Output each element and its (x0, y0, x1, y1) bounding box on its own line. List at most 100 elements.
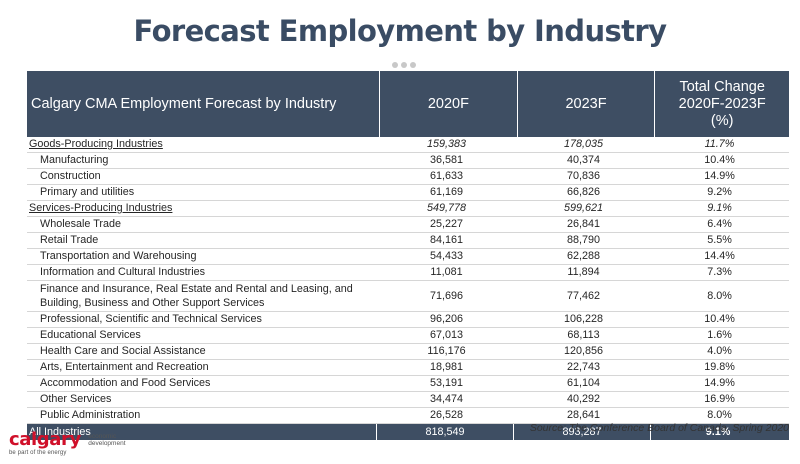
row-2020f: 84,161 (429, 234, 464, 246)
row-industry: Information and Cultural Industries (40, 266, 206, 278)
row-industry: Manufacturing (40, 154, 109, 166)
row-change: 9.2% (707, 186, 732, 198)
row-2020f: 61,169 (429, 186, 464, 198)
table-row: Arts, Entertainment and Recreation 18,98… (27, 360, 789, 376)
header-total-change: Total Change 2020F-2023F (%) (654, 71, 789, 137)
row-2020f: 116,176 (427, 345, 466, 357)
row-2023f: 599,621 (563, 202, 604, 214)
row-2020f: 18,981 (429, 361, 464, 373)
row-2020f: 26,528 (429, 409, 464, 421)
row-2023f: 40,292 (566, 393, 601, 405)
row-2023f: 22,743 (566, 361, 601, 373)
calgary-economic-development-logo: calgary economic development be part of … (9, 429, 126, 457)
row-2020f: 67,013 (429, 329, 464, 341)
row-change: 14.4% (704, 250, 735, 262)
row-change: 14.9% (704, 170, 735, 182)
table-row: Educational Services 67,013 68,113 1.6% (27, 328, 789, 344)
logo-wordmark: calgary (9, 429, 81, 450)
row-change: 5.5% (707, 234, 732, 246)
row-2020f: 549,778 (426, 202, 467, 214)
header-2023f: 2023F (516, 71, 655, 137)
row-industry: Primary and utilities (40, 186, 135, 198)
row-industry: Accommodation and Food Services (40, 377, 211, 389)
row-2023f: 178,035 (563, 138, 604, 150)
row-2023f: 106,228 (563, 313, 604, 325)
header-change-line1: Total Change (679, 78, 765, 95)
row-2020f: 54,433 (429, 250, 464, 262)
table-row: Wholesale Trade 25,227 26,841 6.4% (27, 217, 789, 233)
row-change: 14.9% (704, 377, 735, 389)
row-change: 10.4% (704, 313, 735, 325)
row-2020f: 61,633 (429, 170, 464, 182)
row-industry: Professional, Scientific and Technical S… (40, 313, 262, 325)
row-2023f: 68,113 (567, 329, 600, 341)
total-2023f: 893,287 (513, 424, 650, 440)
table-row: Finance and Insurance, Real Estate and R… (27, 281, 789, 312)
row-change: 6.4% (707, 218, 732, 230)
row-2020f: 53,191 (429, 377, 464, 389)
row-change: 10.4% (704, 154, 735, 166)
row-industry: Finance and Insurance, Real Estate and R… (40, 283, 353, 309)
row-industry: Retail Trade (40, 234, 99, 246)
row-2020f: 36,581 (429, 154, 464, 166)
total-change: 9.1% (650, 424, 785, 440)
logo-side-text: economic development (88, 433, 125, 447)
row-industry: Educational Services (40, 329, 141, 341)
ellipsis-dots-icon (392, 55, 432, 68)
total-2020f: 818,549 (376, 424, 513, 440)
header-industry: Calgary CMA Employment Forecast by Indus… (31, 96, 337, 112)
table-row: Other Services 34,474 40,292 16.9% (27, 392, 789, 408)
row-2023f: 62,288 (566, 250, 601, 262)
row-2023f: 77,462 (566, 290, 601, 302)
row-change: 11.7% (704, 138, 735, 150)
row-industry: Wholesale Trade (40, 218, 122, 230)
row-2020f: 11,081 (430, 266, 463, 278)
source-note: Source: The Conference Board of Canada, … (529, 422, 789, 434)
employment-forecast-table: Calgary CMA Employment Forecast by Indus… (27, 71, 789, 440)
row-change: 9.1% (707, 202, 732, 214)
page-title: Forecast Employment by Industry (133, 14, 667, 48)
table-row: Primary and utilities 61,169 66,826 9.2% (27, 185, 789, 201)
header-2020f: 2020F (379, 71, 517, 137)
row-2023f: 26,841 (566, 218, 601, 230)
table-row: Information and Cultural Industries 11,0… (27, 265, 789, 281)
row-industry: Goods-Producing Industries (29, 138, 163, 150)
row-2023f: 28,641 (566, 409, 601, 421)
row-2020f: 71,696 (429, 290, 464, 302)
row-industry: Construction (40, 170, 101, 182)
table-row: Accommodation and Food Services 53,191 6… (27, 376, 789, 392)
row-2020f: 25,227 (429, 218, 464, 230)
row-industry: Transportation and Warehousing (40, 250, 197, 262)
row-2023f: 66,826 (566, 186, 601, 198)
table-row: Construction 61,633 70,836 14.9% (27, 169, 789, 185)
row-2023f: 120,856 (563, 345, 604, 357)
logo-tagline: be part of the energy (9, 450, 67, 456)
table-row: Health Care and Social Assistance 116,17… (27, 344, 789, 360)
row-change: 8.0% (707, 409, 732, 421)
header-change-line3: (%) (710, 112, 734, 129)
row-industry: Health Care and Social Assistance (40, 345, 206, 357)
table-row: Professional, Scientific and Technical S… (27, 312, 789, 328)
header-change-line2: 2020F-2023F (678, 95, 766, 112)
row-change: 8.0% (707, 290, 732, 302)
table-row: Transportation and Warehousing 54,433 62… (27, 249, 789, 265)
row-industry: Other Services (40, 393, 112, 405)
logo-side-line2: development (88, 440, 126, 447)
table-row: Services-Producing Industries 549,778 59… (27, 201, 789, 217)
row-change: 4.0% (707, 345, 732, 357)
row-2023f: 61,104 (566, 377, 601, 389)
table-row: Retail Trade 84,161 88,790 5.5% (27, 233, 789, 249)
row-2020f: 34,474 (429, 393, 464, 405)
row-industry: Arts, Entertainment and Recreation (40, 361, 209, 373)
table-header: Calgary CMA Employment Forecast by Indus… (27, 71, 789, 137)
row-2020f: 96,206 (429, 313, 464, 325)
row-industry: Public Administration (40, 409, 141, 421)
total-industry: All Industries (29, 426, 91, 438)
table-row: Public Administration 26,528 28,641 8.0% (27, 408, 789, 424)
row-2023f: 70,836 (566, 170, 601, 182)
row-2023f: 11,894 (567, 266, 600, 278)
logo-side-line1: economic (88, 433, 117, 440)
row-2023f: 40,374 (566, 154, 601, 166)
row-change: 16.9% (704, 393, 735, 405)
row-2023f: 88,790 (566, 234, 601, 246)
